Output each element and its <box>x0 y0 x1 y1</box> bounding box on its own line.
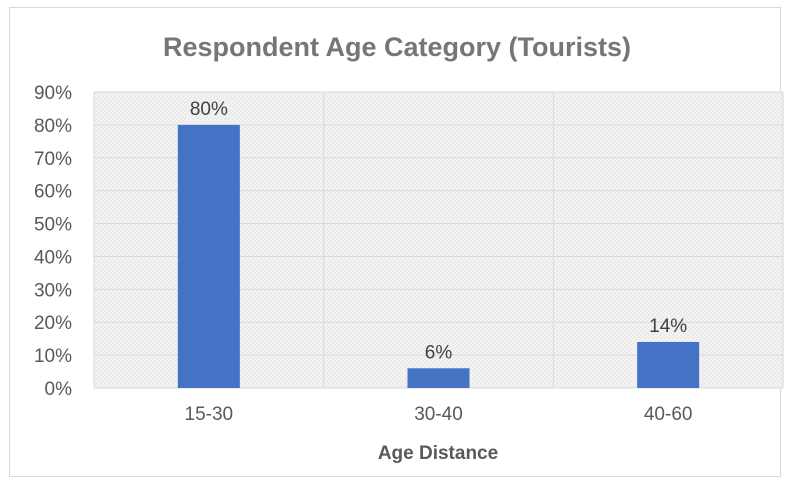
x-axis-ticks: 15-30 30-40 40-60 <box>185 404 693 425</box>
y-tick-label: 0% <box>45 379 73 400</box>
data-label: 6% <box>425 342 453 363</box>
bar <box>407 368 470 388</box>
bar <box>177 124 240 388</box>
y-tick-label: 90% <box>34 83 72 104</box>
x-tick-label: 30-40 <box>414 404 463 425</box>
y-tick-label: 30% <box>34 280 72 301</box>
bar <box>637 341 700 388</box>
y-tick-label: 40% <box>34 247 72 268</box>
data-label: 80% <box>190 99 228 120</box>
y-tick-label: 10% <box>34 346 72 367</box>
bars <box>177 124 700 388</box>
y-tick-label: 20% <box>34 313 72 334</box>
x-tick-label: 15-30 <box>185 404 234 425</box>
chart-title: Respondent Age Category (Tourists) <box>162 32 632 62</box>
data-labels: 80% 6% 14% <box>190 99 687 363</box>
y-tick-label: 70% <box>34 149 72 170</box>
y-axis-ticks: 0% 10% 20% 30% 40% 50% 60% 70% 80% 90% <box>34 83 72 400</box>
x-axis-title: Age Distance <box>378 443 498 464</box>
y-tick-label: 60% <box>34 182 72 203</box>
y-tick-label: 80% <box>34 116 72 137</box>
data-label: 14% <box>649 316 687 337</box>
y-tick-label: 50% <box>34 215 72 236</box>
x-tick-label: 40-60 <box>644 404 693 425</box>
